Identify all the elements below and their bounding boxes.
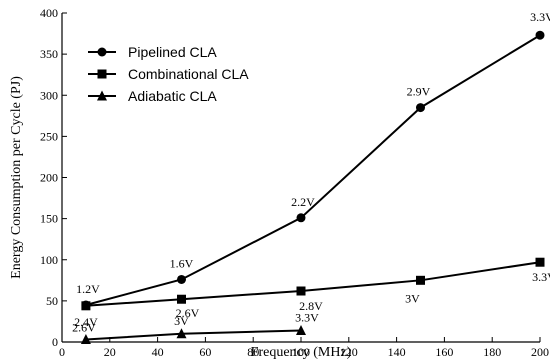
data-point-triangle — [176, 328, 187, 339]
data-point-triangle — [296, 324, 306, 335]
point-label: 2.6V — [72, 321, 96, 335]
legend-label: Pipelined CLA — [128, 44, 217, 60]
x-tick-label: 120 — [340, 345, 358, 359]
y-tick-label: 50 — [46, 294, 58, 308]
x-tick-label: 40 — [152, 345, 164, 359]
data-point-circle — [535, 30, 545, 40]
x-tick-label: 20 — [104, 345, 116, 359]
y-tick-label: 250 — [40, 129, 58, 143]
data-point-square — [177, 294, 186, 304]
y-tick-label: 0 — [52, 335, 58, 349]
point-label: 1.2V — [76, 282, 100, 296]
y-tick-label: 350 — [40, 47, 58, 61]
x-axis-title: Frequency (MHz) — [251, 345, 352, 360]
legend-marker-triangle — [97, 90, 107, 101]
data-point-square — [296, 286, 306, 296]
point-label: 3.3V — [532, 270, 550, 284]
y-tick-label: 400 — [40, 6, 58, 20]
series-line-triangle — [85, 329, 302, 341]
x-tick-label: 100 — [292, 345, 310, 359]
data-point-circle — [177, 274, 186, 284]
point-label: 2.6V — [176, 306, 200, 320]
y-tick-label: 100 — [40, 253, 58, 267]
legend-marker-circle — [97, 47, 107, 57]
x-tick-label: 80 — [247, 345, 259, 359]
point-label: 3V — [174, 314, 189, 328]
point-label: 1.6V — [170, 256, 194, 270]
x-tick-label: 60 — [199, 345, 211, 359]
x-tick-label: 180 — [483, 345, 501, 359]
point-label: 3.3V — [530, 10, 550, 24]
legend-label: Adiabatic CLA — [128, 88, 217, 104]
x-tick-label: 160 — [435, 345, 453, 359]
y-tick-label: 150 — [40, 212, 58, 226]
y-tick-label: 300 — [40, 88, 58, 102]
data-point-square — [81, 301, 91, 311]
data-point-triangle — [80, 334, 91, 345]
point-label: 3.3V — [295, 310, 319, 324]
data-point-circle — [416, 103, 425, 113]
legend-marker-square — [97, 69, 107, 79]
point-label: 2.8V — [299, 299, 323, 313]
x-tick-label: 0 — [59, 345, 65, 359]
point-label: 3V — [405, 291, 420, 305]
data-point-circle — [296, 213, 306, 223]
data-point-square — [535, 257, 545, 267]
data-point-square — [416, 275, 425, 285]
x-tick-label: 140 — [388, 345, 406, 359]
point-label: 2.2V — [291, 195, 315, 209]
x-tick-label: 200 — [531, 345, 549, 359]
legend-label: Combinational CLA — [128, 66, 249, 82]
point-label: 2.9V — [407, 85, 431, 99]
point-label: 2.4V — [74, 315, 98, 329]
y-axis-title: Energy Consumption per Cycle (PJ) — [9, 76, 24, 279]
y-tick-label: 200 — [40, 171, 58, 185]
